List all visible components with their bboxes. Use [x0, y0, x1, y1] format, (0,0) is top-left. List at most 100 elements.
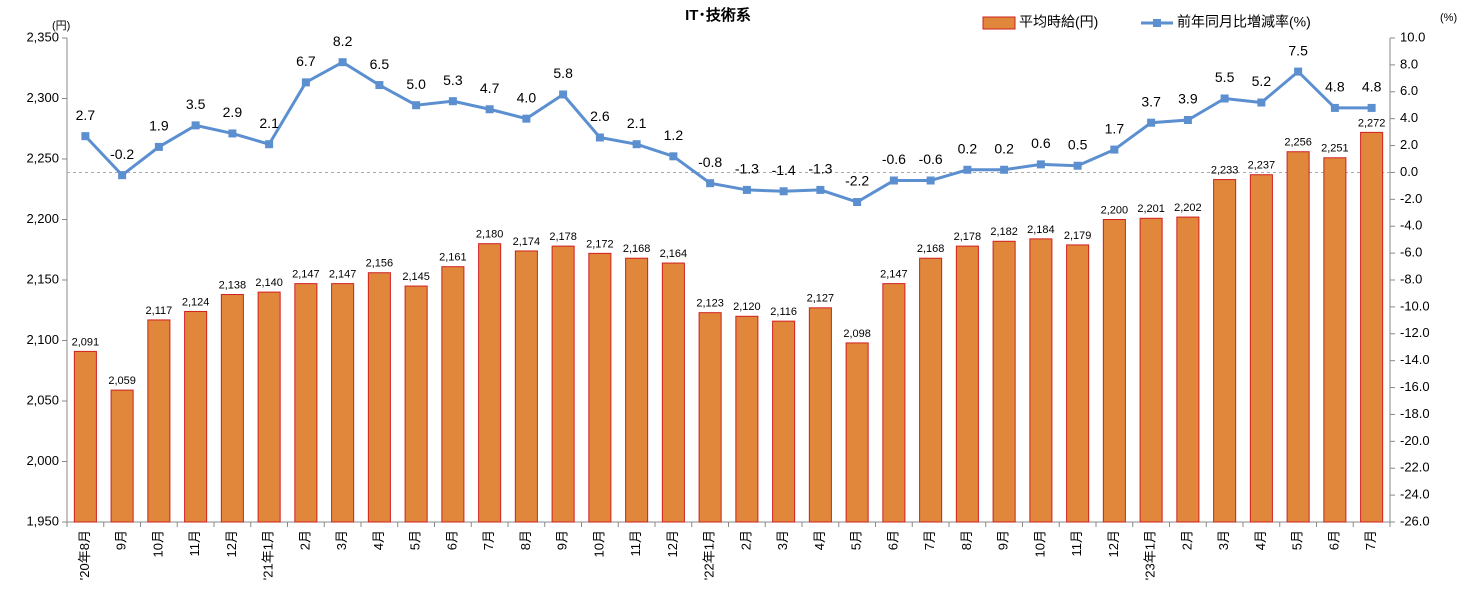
line-marker	[1257, 98, 1266, 107]
line-value-label: -2.2	[845, 173, 869, 189]
line-marker	[1147, 118, 1156, 127]
line-value-label: 3.9	[1178, 91, 1198, 107]
line	[84, 60, 1372, 204]
x-tick-label: 4月	[812, 530, 827, 550]
bar-value-label: 2,168	[623, 243, 651, 255]
line-marker	[265, 140, 274, 149]
bar	[919, 257, 943, 523]
line-value-label: 1.7	[1105, 120, 1125, 136]
line-value-label: 4.8	[1325, 79, 1345, 95]
bar	[661, 262, 685, 523]
x-tick-label: '21年1月	[261, 530, 276, 580]
y2-tick-label: -22.0	[1400, 460, 1430, 475]
bar-value-label: 2,147	[880, 269, 908, 281]
bar-value-label: 2,201	[1137, 203, 1165, 215]
line-marker	[963, 165, 972, 174]
x-tick-label: 12月	[665, 530, 680, 557]
x-tick-label: 11月	[628, 530, 643, 557]
line-marker	[926, 176, 935, 185]
bar	[1213, 179, 1237, 523]
bar	[1102, 219, 1126, 523]
x-tick-label: 12月	[1106, 530, 1121, 557]
x-tick-label: 11月	[1069, 530, 1084, 557]
bar-value-label: 2,156	[366, 258, 394, 270]
line-value-label: 4.8	[1362, 79, 1382, 95]
line-value-label: 2.6	[590, 108, 610, 124]
bar-value-label: 2,256	[1284, 137, 1312, 149]
bar-value-label: 2,174	[513, 236, 541, 248]
line-value-label: 6.5	[370, 56, 390, 72]
line-value-label: 0.2	[994, 140, 1014, 156]
bar-value-label: 2,116	[770, 306, 797, 318]
line-marker	[1183, 116, 1192, 125]
y2-tick-label: -12.0	[1400, 325, 1430, 340]
y-tick-label: 2,000	[26, 453, 59, 468]
y2-tick-label: 4.0	[1400, 110, 1418, 125]
y-tick-label: 2,050	[26, 392, 59, 407]
line-value-label: 0.6	[1031, 135, 1051, 151]
line-value-label: 5.3	[443, 72, 463, 88]
bar	[294, 283, 318, 523]
line-value-label: 2.7	[76, 107, 96, 123]
bar-value-label: 2,145	[402, 271, 430, 283]
bar-value-label: 2,182	[990, 226, 1018, 238]
bar	[220, 294, 244, 523]
legend-swatch	[982, 16, 1016, 30]
bar-value-label: 2,179	[1064, 230, 1092, 242]
y-tick-label: 2,100	[26, 332, 59, 347]
y2-tick-label: 10.0	[1400, 29, 1425, 44]
y2-tick-label: -6.0	[1400, 245, 1422, 260]
bar-value-label: 2,184	[1027, 224, 1055, 236]
line-marker	[1220, 94, 1229, 103]
y-tick-label: 2,150	[26, 271, 59, 286]
x-tick-label: 4月	[1253, 530, 1268, 550]
line-value-label: 0.2	[958, 140, 978, 156]
bar	[1139, 217, 1163, 523]
bar-value-label: 2,180	[476, 229, 504, 241]
x-tick-label: 8月	[518, 530, 533, 550]
bar-value-label: 2,124	[182, 296, 210, 308]
x-tick-label: 4月	[371, 530, 386, 550]
bar	[1249, 174, 1273, 523]
y2-tick-label: 8.0	[1400, 56, 1418, 71]
x-tick-label: 7月	[1363, 530, 1378, 550]
y2-tick-label: 6.0	[1400, 83, 1418, 98]
line-marker	[338, 58, 347, 67]
line-marker	[889, 176, 898, 185]
x-tick-label: 5月	[408, 530, 423, 550]
x-tick-label: '20年8月	[77, 530, 92, 580]
line-marker	[559, 90, 568, 99]
bar-value-label: 2,237	[1248, 160, 1276, 172]
bar-value-label: 2,091	[72, 336, 100, 348]
legend-label: 平均時給(円)	[1019, 14, 1098, 30]
y-unit: (円)	[52, 20, 70, 32]
line-marker	[742, 185, 751, 194]
x-tick-label: 3月	[334, 530, 349, 550]
line-marker	[81, 132, 90, 141]
bar-value-label: 2,251	[1321, 143, 1349, 155]
x-tick-label: '22年1月	[702, 530, 717, 580]
legend-swatch-marker	[1153, 19, 1161, 27]
bar-value-label: 2,178	[549, 231, 577, 243]
bar	[1029, 238, 1053, 523]
line-marker	[706, 179, 715, 188]
bar-value-label: 2,059	[108, 375, 136, 387]
bar-value-label: 2,272	[1358, 117, 1386, 129]
line-marker	[816, 185, 825, 194]
y2-tick-label: -2.0	[1400, 191, 1422, 206]
line-marker	[301, 78, 310, 87]
line-marker	[375, 81, 384, 90]
y2-tick-label: -26.0	[1400, 513, 1430, 528]
y-tick-label: 2,300	[26, 90, 59, 105]
bar	[257, 291, 281, 523]
y2-unit: (%)	[1440, 12, 1457, 24]
y2-tick-label: -8.0	[1400, 271, 1422, 286]
bar	[1323, 157, 1347, 523]
line-value-label: -1.3	[808, 161, 832, 177]
line-marker	[1000, 165, 1009, 174]
bar	[404, 285, 428, 523]
bar	[955, 245, 979, 523]
line-marker	[632, 140, 641, 149]
line-marker	[228, 129, 237, 138]
